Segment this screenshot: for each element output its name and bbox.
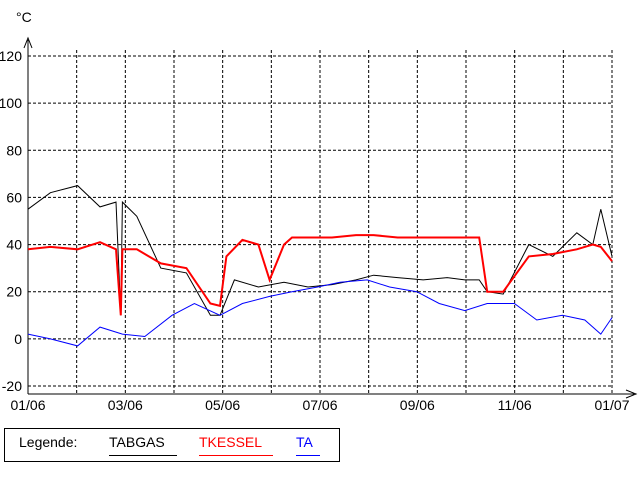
y-tick-label: 100 xyxy=(0,95,22,111)
legend-label-tabgas: TABGAS xyxy=(109,434,165,450)
x-tick-label: 09/06 xyxy=(400,397,435,413)
y-axis-label: °C xyxy=(16,9,32,25)
legend-label-ta: TA xyxy=(296,434,313,450)
x-tick-label: 05/06 xyxy=(205,397,240,413)
grid xyxy=(27,50,613,394)
y-tick-label: 120 xyxy=(0,48,22,64)
y-tick-label: 0 xyxy=(14,331,22,347)
legend-swatch-tabgas xyxy=(109,455,177,456)
legend: Legende: TABGAS TKESSEL TA xyxy=(4,428,340,462)
y-tick-label: 60 xyxy=(6,189,22,205)
x-tick-label: 07/06 xyxy=(302,397,337,413)
x-tick-label: 01/07 xyxy=(594,397,629,413)
legend-swatch-ta xyxy=(296,455,320,456)
y-tick-label: -20 xyxy=(2,378,22,394)
y-tick-label: 20 xyxy=(6,284,22,300)
y-axis-arrow xyxy=(23,36,33,49)
axes xyxy=(23,36,638,399)
legend-label-tkessel: TKESSEL xyxy=(199,434,263,450)
y-tick-label: 40 xyxy=(6,237,22,253)
series-layer xyxy=(27,185,613,347)
x-tick-label: 03/06 xyxy=(108,397,143,413)
x-tick-label: 11/06 xyxy=(498,397,532,413)
series-line-ta xyxy=(27,279,613,347)
legend-title: Legende: xyxy=(19,434,78,450)
x-tick-label: 01/06 xyxy=(10,397,45,413)
y-tick-label: 80 xyxy=(6,142,22,158)
series-line-tkessel xyxy=(27,234,613,316)
legend-swatch-tkessel xyxy=(199,455,273,456)
x-axis-arrow xyxy=(625,389,638,399)
tick-labels: -20 0 20 40 60 80 100 120 01/06 03/06 05/06 07/06 09… xyxy=(0,48,630,413)
